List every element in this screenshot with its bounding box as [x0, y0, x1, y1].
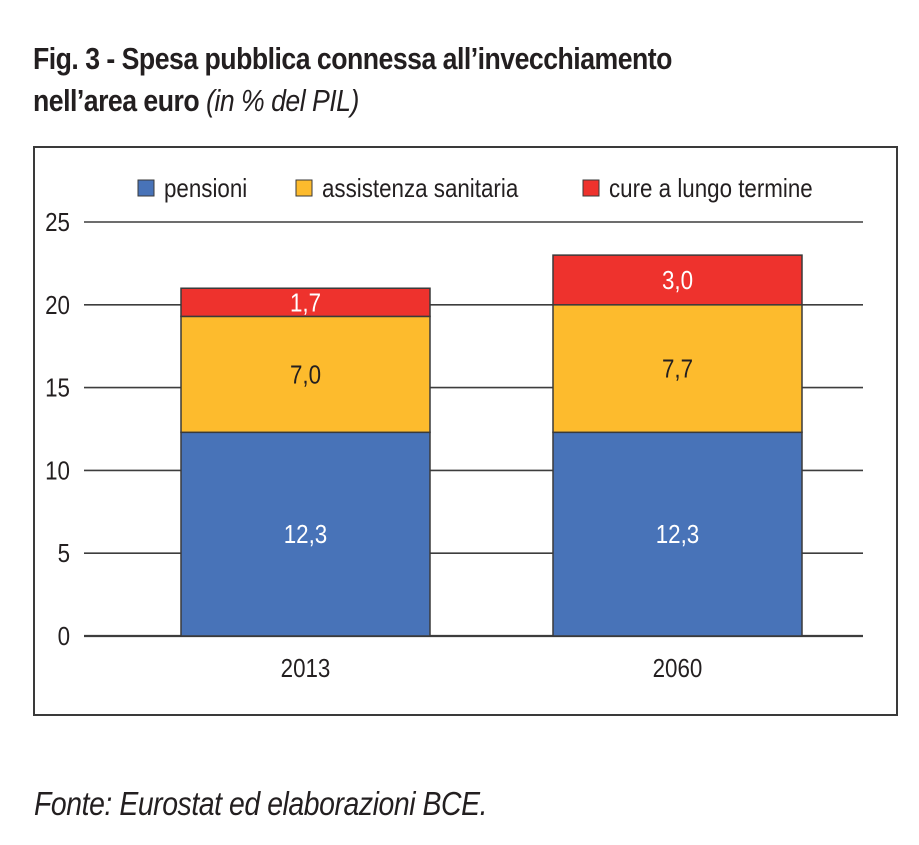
y-tick-label: 15	[45, 374, 70, 403]
bar-segment-2060-2	[552, 254, 803, 306]
x-tick-label: 2013	[281, 654, 331, 683]
data-label: 12,3	[284, 521, 327, 550]
chart-frame	[33, 146, 898, 716]
bars: 12,3 7,0 1,7 12,3 7,7 3,0	[180, 254, 803, 637]
bar-segment-2060-1	[552, 304, 803, 434]
y-tick-label: 10	[45, 457, 70, 486]
data-label: 12,3	[656, 521, 699, 550]
title-line-1: Fig. 3 - Spesa pubblica connessa all’inv…	[33, 41, 672, 76]
legend-swatch-2	[582, 179, 600, 197]
y-axis-tick-labels: 0 5 10 15 20 25	[45, 208, 70, 651]
legend-label: pensioni	[164, 174, 247, 203]
y-tick-label: 20	[45, 291, 70, 320]
chart-title: Fig. 3 - Spesa pubblica connessa all’inv…	[33, 38, 672, 122]
title-line-2: nell’area euro	[33, 83, 200, 118]
data-label: 1,7	[290, 289, 321, 318]
legend-swatch-0	[137, 179, 155, 197]
source-note: Fonte: Eurostat ed elaborazioni BCE.	[34, 785, 488, 822]
y-tick-label: 25	[45, 208, 70, 237]
bar-segment-2060-0	[552, 431, 803, 637]
legend: pensioni assistenza sanitaria cure a lungo…	[137, 174, 813, 203]
x-axis-tick-labels: 2013 2060	[281, 654, 703, 683]
bar-segment-2013-2	[180, 287, 431, 318]
y-tick-label: 5	[58, 540, 70, 569]
legend-label: assistenza sanitaria	[322, 174, 519, 203]
data-label: 7,0	[290, 361, 321, 390]
legend-label: cure a lungo termine	[609, 174, 813, 203]
bar-segment-2013-0	[180, 431, 431, 637]
legend-swatch-1	[295, 179, 313, 197]
data-label: 3,0	[662, 266, 693, 295]
y-tick-label: 0	[58, 622, 70, 651]
data-label: 7,7	[662, 355, 693, 384]
x-tick-label: 2060	[653, 654, 703, 683]
title-unit-note: (in % del PIL)	[206, 83, 359, 118]
